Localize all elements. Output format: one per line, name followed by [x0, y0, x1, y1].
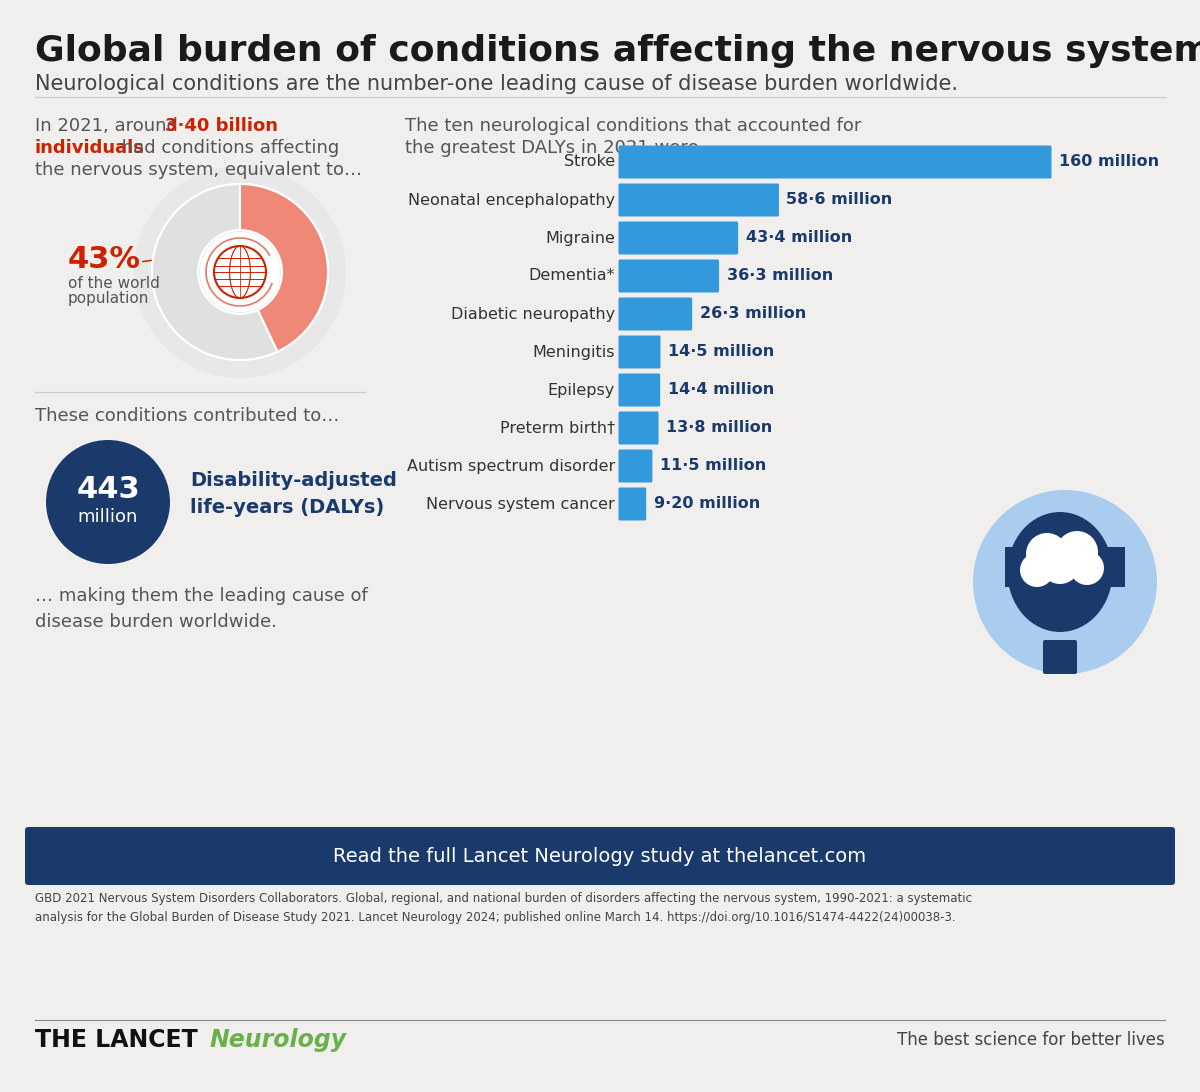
Text: Preterm birth†: Preterm birth†: [500, 420, 616, 436]
FancyBboxPatch shape: [618, 222, 738, 254]
Text: The best science for better lives: The best science for better lives: [898, 1031, 1165, 1049]
Text: Autism spectrum disorder: Autism spectrum disorder: [407, 459, 616, 474]
Text: 11·5 million: 11·5 million: [660, 459, 766, 474]
Text: *Alzheimer’s disease and other dementias; † Neurological complications associate: *Alzheimer’s disease and other dementias…: [406, 827, 1117, 841]
Circle shape: [973, 490, 1157, 674]
FancyBboxPatch shape: [1043, 640, 1078, 674]
Text: 9·20 million: 9·20 million: [654, 497, 760, 511]
Text: population: population: [68, 292, 149, 307]
Text: Neurological conditions are the number-one leading cause of disease burden world: Neurological conditions are the number-o…: [35, 74, 958, 94]
FancyBboxPatch shape: [1006, 547, 1126, 587]
FancyBboxPatch shape: [618, 260, 719, 293]
Wedge shape: [240, 183, 328, 352]
FancyBboxPatch shape: [618, 412, 659, 444]
Text: 43%: 43%: [68, 246, 142, 274]
Text: Epilepsy: Epilepsy: [547, 382, 616, 397]
Text: the greatest DALYs in 2021 were…: the greatest DALYs in 2021 were…: [406, 139, 716, 157]
Text: 13·8 million: 13·8 million: [666, 420, 773, 436]
Text: Dementia*: Dementia*: [528, 269, 616, 284]
Circle shape: [1070, 551, 1104, 585]
Circle shape: [200, 232, 280, 312]
FancyBboxPatch shape: [618, 297, 692, 331]
Text: had conditions affecting: had conditions affecting: [116, 139, 340, 157]
FancyBboxPatch shape: [618, 487, 647, 521]
FancyBboxPatch shape: [618, 145, 1051, 178]
FancyBboxPatch shape: [25, 827, 1175, 885]
Text: Meningitis: Meningitis: [533, 344, 616, 359]
Text: 43·4 million: 43·4 million: [745, 230, 852, 246]
Text: 14·4 million: 14·4 million: [667, 382, 774, 397]
Text: Global burden of conditions affecting the nervous system: Global burden of conditions affecting th…: [35, 34, 1200, 68]
Circle shape: [1040, 544, 1080, 584]
Circle shape: [134, 166, 346, 378]
Wedge shape: [152, 183, 328, 360]
Text: THE LANCET: THE LANCET: [35, 1028, 198, 1052]
Text: of the world: of the world: [68, 276, 160, 292]
Text: Neonatal encephalopathy: Neonatal encephalopathy: [408, 192, 616, 207]
Text: 26·3 million: 26·3 million: [700, 307, 806, 321]
Ellipse shape: [1008, 512, 1112, 632]
Text: … making them the leading cause of
disease burden worldwide.: … making them the leading cause of disea…: [35, 587, 367, 631]
Text: million: million: [78, 508, 138, 526]
Text: Nervous system cancer: Nervous system cancer: [426, 497, 616, 511]
Text: 3·40 billion: 3·40 billion: [166, 117, 278, 135]
Text: GBD 2021 Nervous System Disorders Collaborators. Global, regional, and national : GBD 2021 Nervous System Disorders Collab…: [35, 892, 972, 924]
Text: 58·6 million: 58·6 million: [786, 192, 893, 207]
Text: These conditions contributed to…: These conditions contributed to…: [35, 407, 340, 425]
Text: Read the full Lancet Neurology study at thelancet.com: Read the full Lancet Neurology study at …: [334, 846, 866, 866]
Text: Disability-adjusted
life-years (DALYs): Disability-adjusted life-years (DALYs): [190, 472, 397, 517]
Text: 14·5 million: 14·5 million: [668, 344, 774, 359]
Text: individuals: individuals: [35, 139, 145, 157]
Text: Migraine: Migraine: [545, 230, 616, 246]
Text: Neurology: Neurology: [210, 1028, 347, 1052]
Circle shape: [1026, 533, 1068, 575]
FancyBboxPatch shape: [618, 450, 653, 483]
Text: 160 million: 160 million: [1060, 154, 1159, 169]
Text: Diabetic neuropathy: Diabetic neuropathy: [451, 307, 616, 321]
Circle shape: [1020, 553, 1054, 587]
Text: The ten neurological conditions that accounted for: The ten neurological conditions that acc…: [406, 117, 862, 135]
FancyBboxPatch shape: [618, 335, 660, 368]
Circle shape: [46, 440, 170, 563]
FancyBboxPatch shape: [618, 373, 660, 406]
Text: Stroke: Stroke: [564, 154, 616, 169]
Circle shape: [1056, 531, 1098, 573]
Text: 36·3 million: 36·3 million: [726, 269, 833, 284]
Text: the nervous system, equivalent to…: the nervous system, equivalent to…: [35, 161, 362, 179]
Text: In 2021, around: In 2021, around: [35, 117, 184, 135]
FancyBboxPatch shape: [618, 183, 779, 216]
Text: 443: 443: [76, 475, 140, 505]
